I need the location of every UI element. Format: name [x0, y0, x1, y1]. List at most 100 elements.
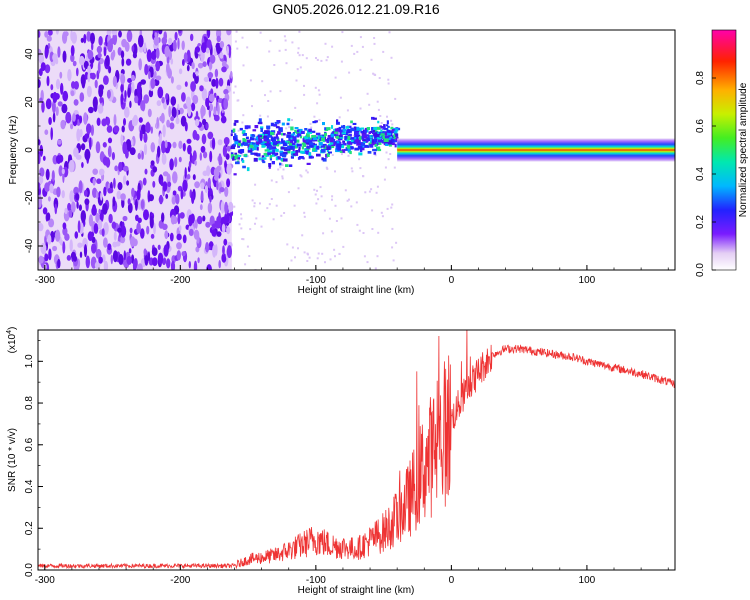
band-pixel [390, 139, 395, 143]
band-pixel [335, 141, 340, 145]
noise-speck [69, 239, 73, 252]
noise-speck [169, 158, 174, 171]
noise-speck [169, 122, 175, 130]
noise-speck [102, 142, 107, 148]
noise-speck [154, 32, 158, 38]
sparse-speck [306, 260, 309, 262]
noise-speck [151, 79, 156, 88]
noise-speck [175, 107, 179, 118]
band-pixel [271, 137, 276, 142]
noise-speck [64, 233, 70, 241]
sparse-speck [281, 177, 284, 180]
noise-speck [208, 93, 215, 103]
band-pixel [324, 127, 327, 130]
noise-speck [103, 75, 109, 85]
band-pixel [277, 131, 281, 135]
noise-speck [118, 161, 123, 172]
band-pixel [367, 135, 372, 138]
noise-speck [170, 58, 174, 65]
noise-speck [117, 47, 122, 56]
noise-speck [92, 177, 96, 186]
noise-speck [38, 182, 41, 190]
noise-speck [84, 148, 91, 161]
noise-speck [120, 73, 126, 85]
noise-speck [113, 125, 120, 133]
band-pixel [384, 136, 390, 139]
y-tick-label: 0.4 [24, 479, 35, 493]
band-pixel [364, 134, 370, 137]
noise-speck [128, 248, 132, 254]
sparse-speck [328, 217, 331, 220]
sparse-speck [389, 153, 392, 155]
noise-speck [132, 259, 137, 270]
band-pixel [347, 135, 351, 140]
band-pixel [268, 165, 271, 169]
sparse-speck [240, 217, 243, 220]
band-pixel [274, 121, 279, 124]
sparse-speck [347, 154, 350, 157]
sparse-speck [309, 122, 312, 125]
band-pixel [248, 146, 251, 151]
sparse-speck [310, 126, 313, 129]
band-pixel [267, 134, 273, 138]
sparse-speck [359, 68, 362, 71]
noise-speck [152, 166, 158, 173]
band-pixel [245, 136, 249, 139]
noise-speck [209, 54, 216, 64]
noise-speck [56, 186, 61, 198]
noise-speck [143, 132, 148, 143]
noise-speck [123, 118, 126, 126]
noise-speck [188, 228, 194, 236]
band-pixel [326, 127, 331, 131]
noise-speck [187, 103, 192, 117]
noise-speck [156, 100, 162, 107]
band-pixel [350, 137, 355, 141]
noise-speck [95, 141, 101, 154]
noise-speck [151, 247, 158, 257]
noise-speck [98, 36, 103, 46]
band-pixel [328, 136, 334, 140]
noise-speck [127, 198, 131, 206]
band-pixel [346, 144, 351, 149]
band-pixel [339, 132, 343, 136]
band-pixel [243, 142, 249, 146]
sparse-speck [313, 115, 316, 118]
band-pixel [277, 137, 280, 142]
sparse-speck [350, 205, 353, 208]
band-pixel [292, 145, 296, 149]
band-pixel [312, 121, 317, 124]
band-pixel [366, 127, 370, 130]
noise-speck [79, 92, 85, 102]
sparse-speck [341, 31, 344, 34]
noise-speck [172, 39, 177, 52]
noise-speck [97, 52, 102, 59]
band-pixel [394, 143, 397, 148]
noise-speck [98, 168, 105, 176]
noise-speck [172, 190, 177, 196]
noise-speck [221, 66, 227, 73]
noise-speck [137, 92, 142, 106]
band-pixel [373, 137, 377, 140]
band-pixel [242, 165, 246, 169]
sparse-speck [374, 154, 377, 157]
band-pixel [329, 138, 334, 143]
band-pixel [292, 153, 296, 156]
noise-speck [201, 42, 207, 53]
band-pixel [263, 138, 266, 142]
sparse-speck [299, 66, 302, 69]
sparse-speck [340, 217, 343, 220]
sparse-speck [314, 86, 317, 89]
noise-speck [224, 186, 229, 197]
sparse-speck [372, 72, 375, 75]
sparse-speck [303, 215, 306, 218]
noise-speck [113, 114, 117, 126]
noise-speck [192, 94, 199, 105]
noise-speck [168, 37, 173, 46]
sparse-speck [340, 60, 343, 63]
band-pixel [336, 119, 339, 123]
noise-speck [213, 114, 220, 122]
noise-speck [38, 139, 41, 146]
band-pixel [254, 143, 260, 146]
sparse-speck [388, 31, 391, 34]
band-pixel [310, 130, 316, 133]
